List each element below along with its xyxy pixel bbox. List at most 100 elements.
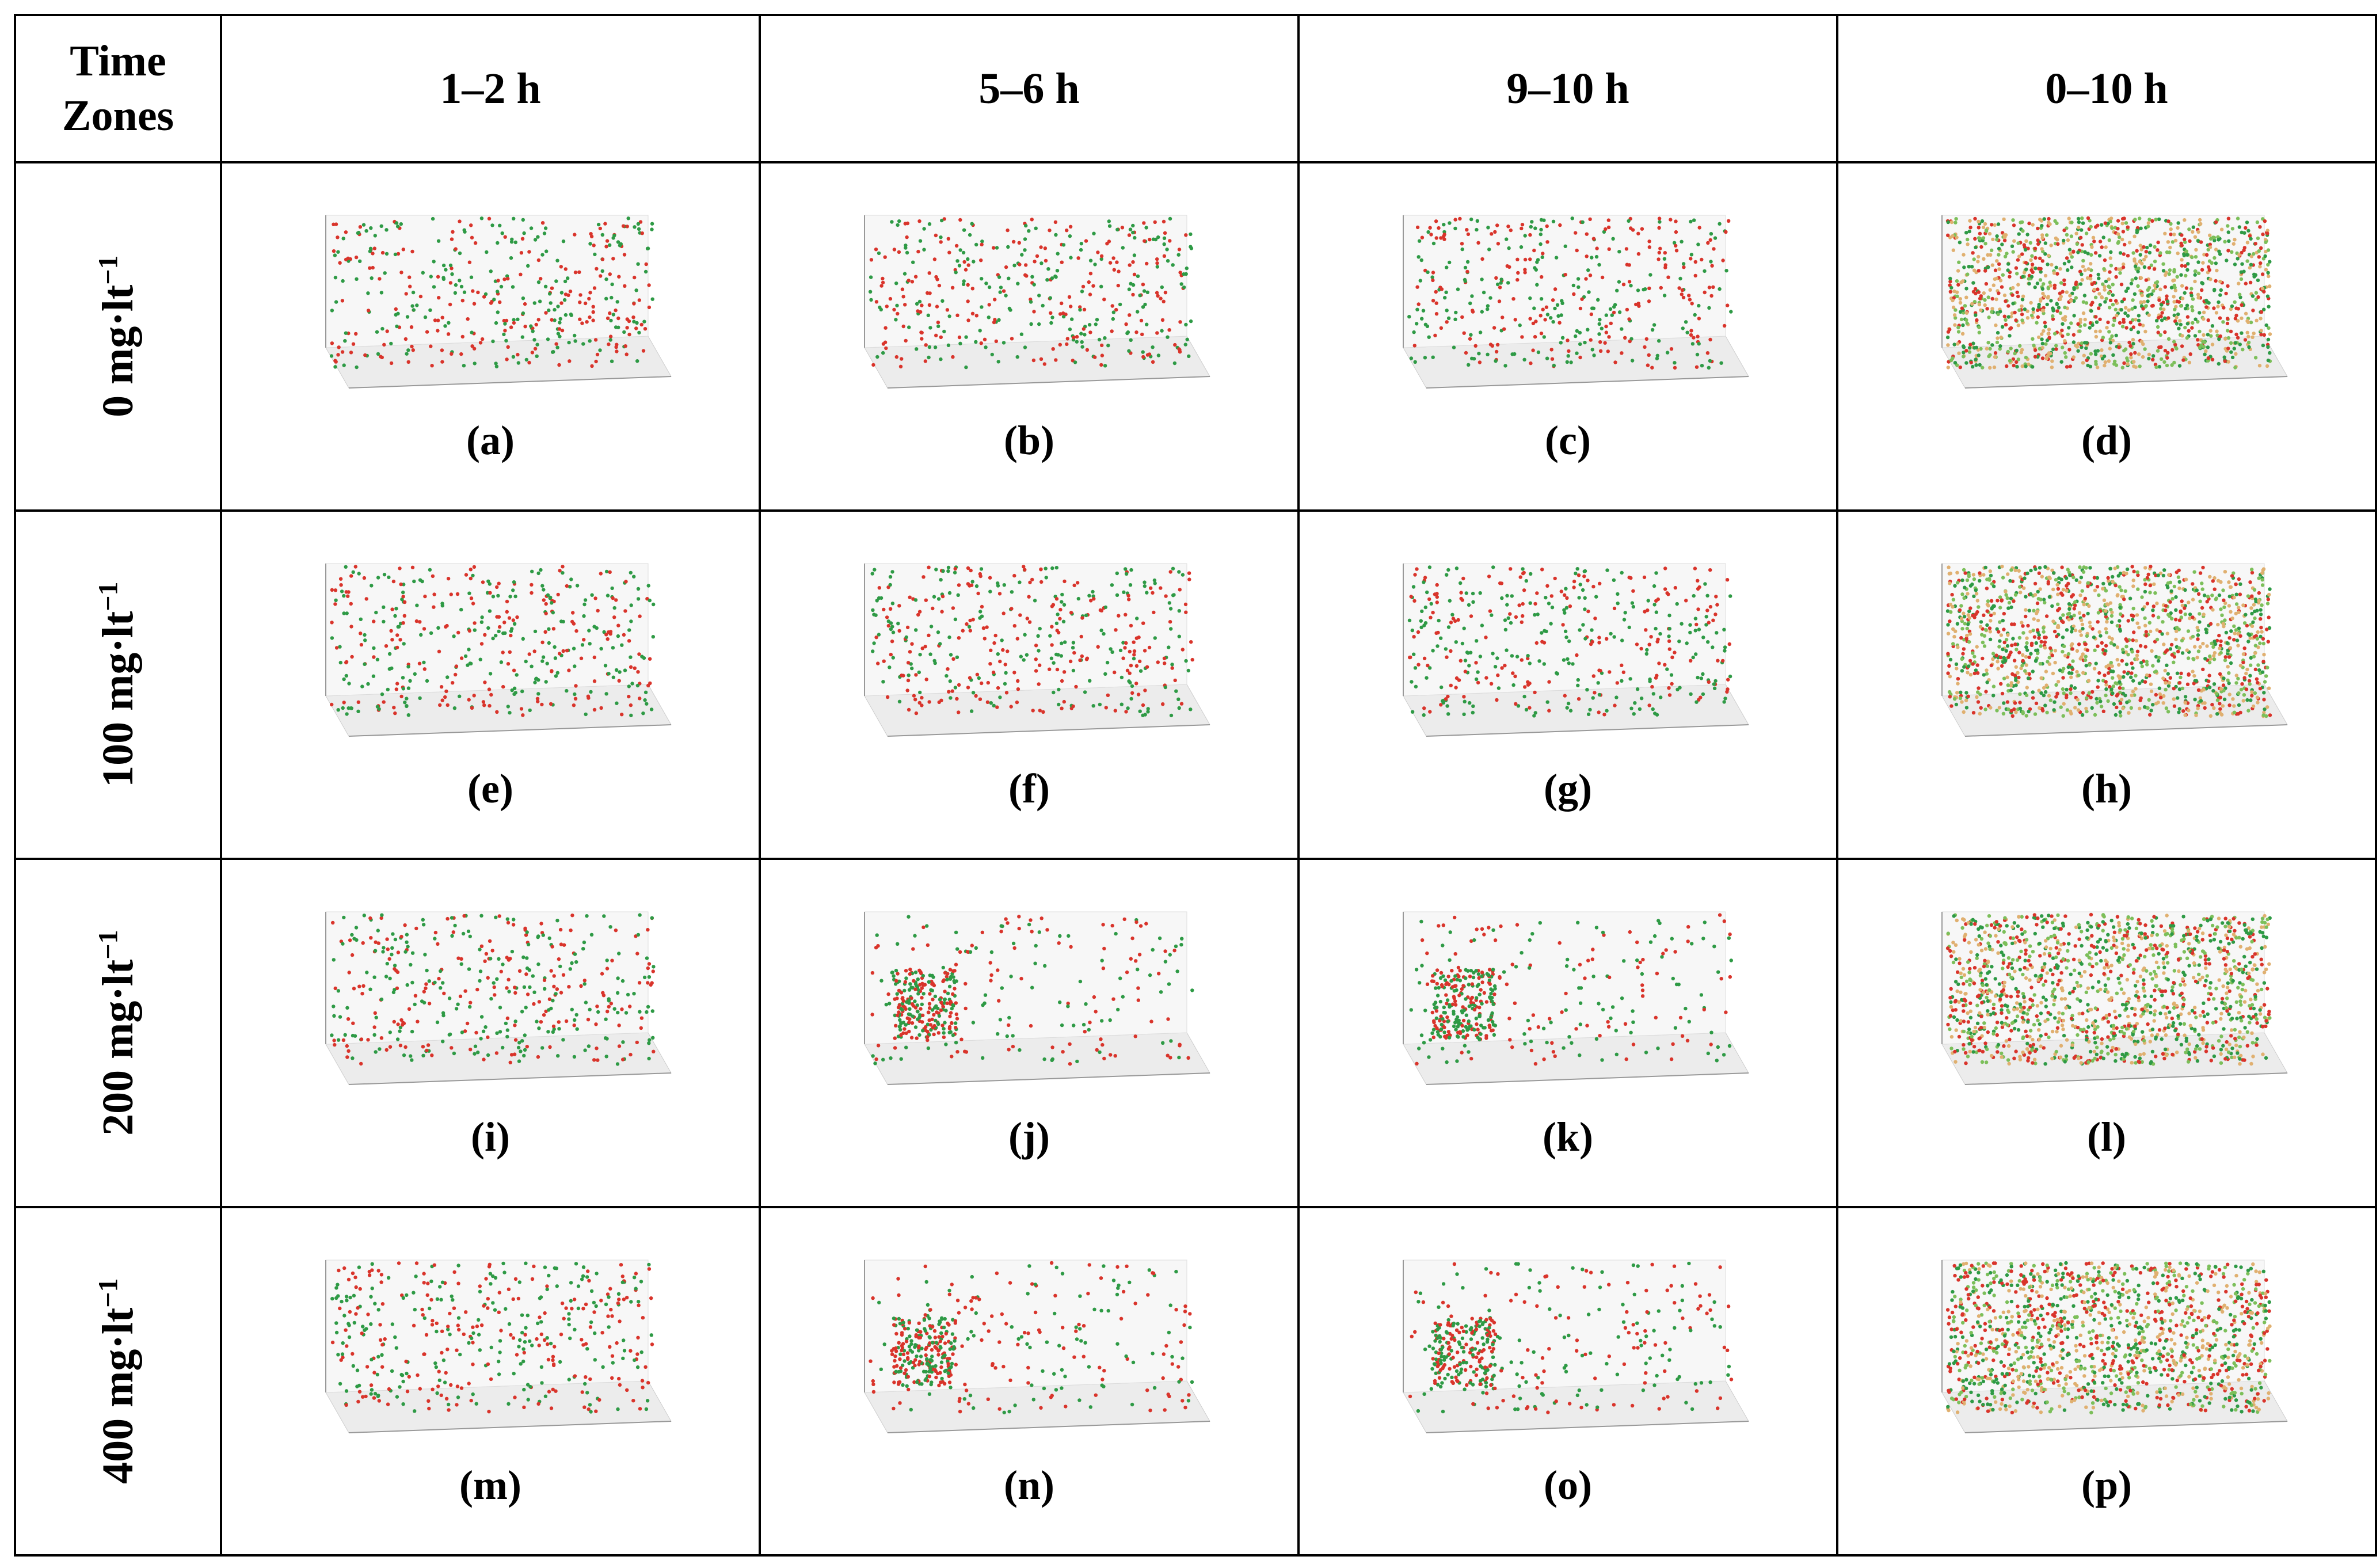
scatter-dot xyxy=(1163,291,1168,295)
scatter-dot xyxy=(1999,633,2004,637)
scatter-dot xyxy=(1115,571,1119,576)
scatter-dot xyxy=(1170,663,1174,667)
scatter-dot xyxy=(2043,273,2048,278)
scatter-dot xyxy=(2027,362,2031,367)
scatter-dot xyxy=(2093,713,2097,717)
scatter-dot xyxy=(2012,599,2016,603)
scatter-dot xyxy=(2259,261,2263,265)
scatter-dot xyxy=(1166,259,1170,263)
scatter-dot xyxy=(1948,279,1952,284)
scatter-dot xyxy=(632,319,636,324)
scatter-dot xyxy=(1627,219,1631,223)
scatter-dot xyxy=(1553,306,1557,311)
scatter-dot xyxy=(1620,351,1624,355)
scatter-dot xyxy=(1976,260,1980,264)
scatter-dot xyxy=(583,301,588,306)
scatter-dot xyxy=(2185,648,2189,652)
scatter-dot xyxy=(1659,695,1663,699)
scatter-dot xyxy=(1998,344,2002,348)
scatter-dot xyxy=(2027,281,2031,286)
scatter-dot xyxy=(1049,656,1054,660)
scatter-dot xyxy=(470,235,474,239)
scatter-dot xyxy=(2196,338,2200,342)
scatter-dot xyxy=(1562,658,1566,662)
scatter-dot xyxy=(2223,337,2227,341)
scatter-dot xyxy=(922,227,926,231)
scatter-dot xyxy=(342,701,346,705)
scatter-dot xyxy=(2150,292,2154,296)
scatter-dot xyxy=(1946,220,1950,224)
scatter-dot xyxy=(2096,272,2100,277)
scatter-dot xyxy=(1058,343,1062,347)
scatter-dot xyxy=(2081,258,2085,263)
scatter-dot xyxy=(875,599,879,603)
scatter-dot xyxy=(2126,653,2130,657)
scatter-dot xyxy=(512,692,516,696)
scatter-dot xyxy=(1545,356,1549,360)
scatter-dot xyxy=(2073,603,2077,607)
scatter-dot xyxy=(1953,220,1958,224)
scatter-dot xyxy=(551,611,555,615)
scatter-dot xyxy=(2215,329,2219,333)
scatter-dot xyxy=(2187,227,2191,231)
scatter-dot xyxy=(1054,597,1059,601)
scatter-dot xyxy=(2024,614,2028,619)
scatter-dot xyxy=(1955,290,1959,294)
scatter-dot xyxy=(2250,611,2254,616)
scatter-dot xyxy=(2191,598,2195,602)
scatter-dot xyxy=(2101,282,2105,286)
scatter-dot xyxy=(2036,226,2040,231)
scatter-dot xyxy=(2186,262,2190,266)
scatter-dot xyxy=(2209,334,2213,338)
scatter-dot xyxy=(550,318,554,322)
scatter-dot xyxy=(458,219,462,223)
scatter-dot xyxy=(421,271,425,275)
scatter-dot xyxy=(968,676,972,680)
scatter-dot xyxy=(588,315,592,319)
scatter-dot xyxy=(1480,257,1484,261)
scatter-dot xyxy=(2094,334,2099,339)
scatter-dot xyxy=(2266,262,2270,267)
scatter-dot xyxy=(2029,258,2033,262)
scatter-dot xyxy=(2260,272,2265,276)
scatter-dot xyxy=(2141,355,2145,359)
scatter-dot xyxy=(1964,311,1969,315)
scatter-dot xyxy=(1996,330,2000,335)
scatter-dot xyxy=(2183,240,2187,244)
scatter-dot xyxy=(2118,627,2122,631)
scatter-dot xyxy=(1145,322,1149,326)
scatter-dot xyxy=(616,623,620,627)
scatter-dot xyxy=(646,246,650,250)
scatter-dot xyxy=(600,233,604,237)
scatter-dot xyxy=(996,581,1000,585)
scatter-dot xyxy=(1041,710,1045,714)
scatter-dot xyxy=(2116,239,2120,244)
scatter-dot xyxy=(615,300,619,304)
scatter-dot xyxy=(2116,593,2120,597)
scatter-dot xyxy=(1429,615,1433,619)
scatter-dot xyxy=(2054,347,2058,351)
scatter-dot xyxy=(1964,318,1968,322)
scatter-dot xyxy=(1977,330,1981,334)
scatter-dot xyxy=(1004,294,1008,298)
scatter-dot xyxy=(647,283,651,287)
scatter-dot xyxy=(1578,583,1582,587)
scatter-dot xyxy=(1673,585,1677,590)
scatter-dot xyxy=(398,638,402,642)
scatter-dot xyxy=(2089,303,2093,307)
scatter-dot xyxy=(341,706,345,710)
scatter-dot xyxy=(2268,260,2272,264)
scatter-dot xyxy=(2259,317,2263,321)
scatter-dot xyxy=(431,216,435,221)
scatter-dot xyxy=(557,327,562,331)
scatter-dot xyxy=(2219,639,2223,644)
scatter-dot xyxy=(1629,706,1633,710)
scatter-dot xyxy=(914,673,918,677)
scatter-dot xyxy=(1971,341,1975,345)
scatter-dot xyxy=(449,592,453,596)
scatter-dot xyxy=(1023,248,1027,252)
scatter-dot xyxy=(401,687,405,691)
scatter-dot xyxy=(565,649,569,653)
scatter-plot-image xyxy=(1403,215,1749,389)
scatter-dot xyxy=(928,652,932,656)
